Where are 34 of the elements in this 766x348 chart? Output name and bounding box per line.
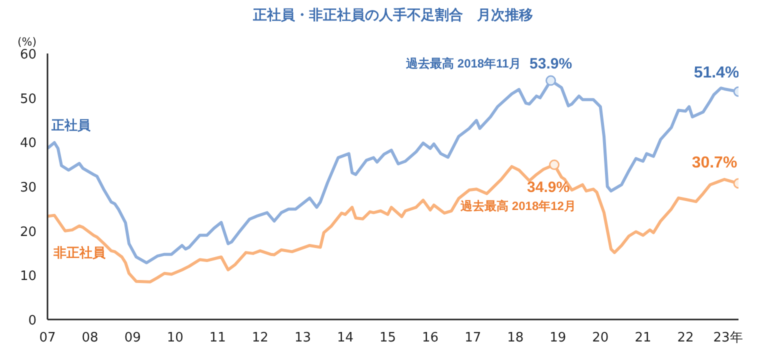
x-tick-label: 08 [82,330,98,346]
annotation: 30.7% [692,154,738,172]
series-label: 正社員 [50,117,92,132]
x-tick-label: 12 [252,330,268,346]
x-tick-label: 18 [507,330,524,346]
annotation: 34.9% [527,178,570,196]
y-tick-label: 0 [28,314,37,328]
x-tick-label: 10 [166,330,184,346]
x-tick-label: 17 [464,330,482,346]
x-tick-label: 16 [422,330,439,346]
annotation: 53.9% [530,56,572,73]
x-tick-label: 13 [294,330,312,346]
x-tick-label: 21 [634,330,652,346]
x-tick-label: 19 [550,330,566,346]
x-tick-label: 20 [592,330,609,346]
annotation: 過去最高 2018年12月 [460,198,576,213]
x-tick-label: 09 [124,330,141,346]
y-tick-label: 40 [20,136,37,152]
x-tick-label: 14 [336,330,354,346]
y-tick-label: 50 [20,92,37,107]
x-tick-label: 07 [39,330,56,346]
x-tick-label: 23年 [713,330,743,346]
y-tick-label: 60 [20,48,37,62]
y-tick-label: 20 [20,224,37,240]
x-tick-label: 11 [209,330,226,346]
series-label: 非正社員 [52,245,106,260]
y-tick-label: 30 [20,180,37,196]
annotation: 過去最高 2018年11月 [405,56,521,71]
chart-title: 正社員・非正社員の人手不足割合 月次推移 [252,6,533,24]
y-tick-label: 10 [20,269,37,284]
x-tick-label: 15 [379,330,396,346]
x-tick-label: 22 [677,330,694,346]
annotation: 51.4% [694,64,740,82]
y-axis-title: (%) [18,36,37,48]
